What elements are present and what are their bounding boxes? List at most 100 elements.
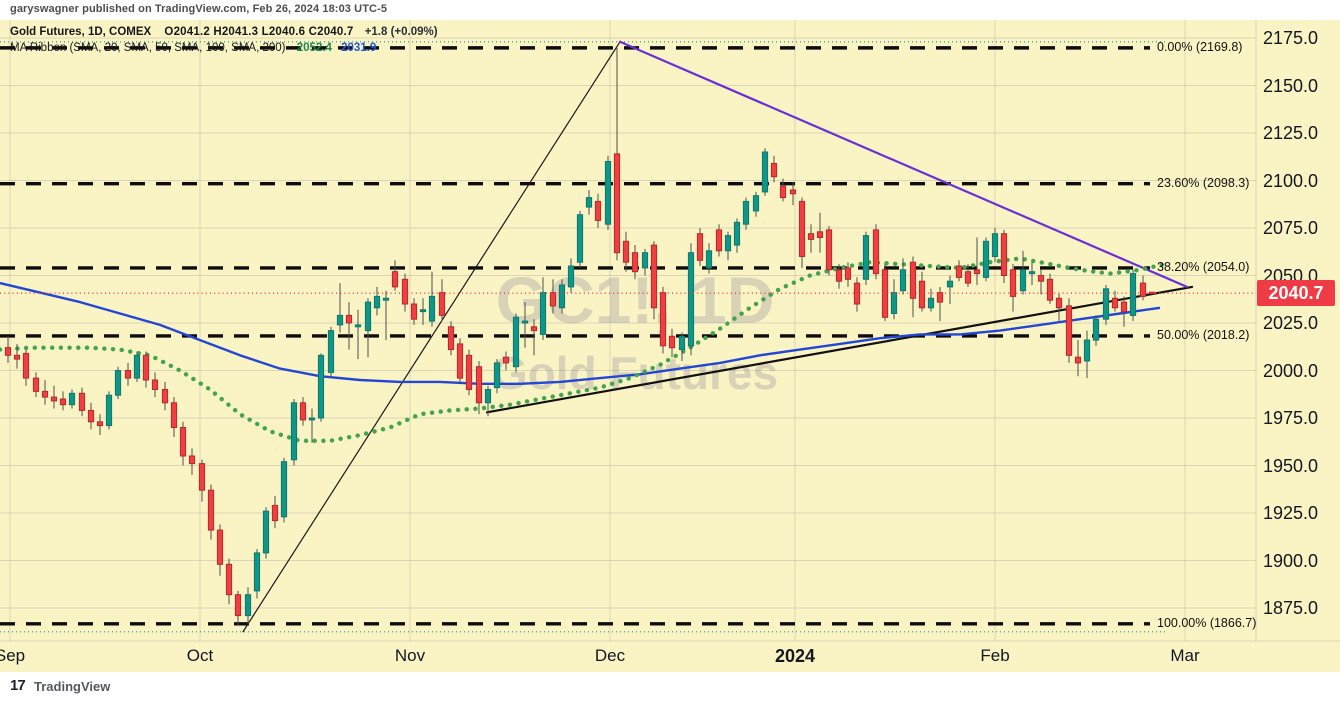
candle-down [622,240,630,263]
candle-up [1083,339,1091,362]
price-axis-label: 2000.0 [1263,360,1319,381]
candle-down [1046,278,1054,301]
candle-up [558,284,566,309]
candle-down [438,292,446,316]
candle-up [1102,288,1110,320]
candle-down [973,269,981,275]
candle-up [521,320,529,324]
symbol-legend[interactable]: Gold Futures, 1D, COMEX O2041.2 H2041.3 … [10,24,438,56]
candle-up [539,292,547,335]
price-axis-label: 2150.0 [1263,75,1319,96]
candle-up [68,392,76,406]
time-axis-label: Oct [186,646,214,665]
candle-up [512,316,520,368]
candle-down [299,402,307,421]
candle-up [133,354,141,379]
candle-down [696,233,704,261]
price-axis-label: 2075.0 [1263,218,1319,238]
ohlc-values: O2041.2 H2041.3 L2040.6 C2040.7 [164,26,354,38]
candle-up [1028,271,1036,275]
candle-down [401,278,409,305]
candle-down [613,153,621,254]
candle-up [244,594,252,617]
candle-up [373,295,381,309]
candle-up [761,151,769,193]
candle-up [1092,318,1100,341]
candle-up [733,221,741,246]
candle-down [198,463,206,491]
candle-down [1000,233,1008,276]
tradingview-logo-icon[interactable]: 17 [10,677,26,694]
candle-up [262,510,270,554]
candle-down [345,314,353,324]
fib-level-label: 100.00% (1866.7) [1157,616,1257,631]
candle-down [1074,356,1082,364]
candle-down [142,354,150,381]
footer-bar: 17 TradingView [0,672,1340,701]
candle-up [742,200,750,225]
candle-down [41,390,49,398]
time-axis-label: 2024 [774,646,816,666]
candle-up [354,324,362,328]
candle-down [78,392,86,411]
chart-canvas[interactable]: GC1!, 1D Gold Futures Gold Futures, 1D, … [0,20,1340,672]
fib-level-label: 23.60% (2098.3) [1157,176,1250,191]
candle-up [280,461,288,518]
price-chart[interactable] [0,20,1340,672]
last-price-label: 2040.7 [1257,280,1335,307]
candle-down [410,303,418,320]
candle-down [872,229,880,275]
candle-down [225,563,233,596]
candle-up [604,161,612,225]
candle-down [631,252,639,273]
tradingview-brand-link[interactable]: TradingView [34,679,111,694]
candle-up [382,297,390,301]
candle-down [502,356,510,364]
price-axis-label: 1875.0 [1263,598,1319,618]
candle-up [290,402,298,461]
candle-down [4,347,12,356]
candle-up [317,354,325,419]
price-axis-label: 2125.0 [1263,123,1319,143]
candle-down [447,326,455,351]
candle-down [22,352,30,379]
candle-up [336,314,344,326]
candle-up [946,280,954,288]
candle-down [1055,297,1063,309]
candle-down [835,269,843,282]
candle-up [1129,273,1137,316]
candle-down [659,292,667,347]
candle-down [170,402,178,428]
candle-down [668,335,676,349]
candle-up [991,233,999,257]
candle-down [50,396,58,402]
candle-down [465,354,473,390]
candle-down [188,455,196,465]
candle-up [862,235,870,280]
candle-down [825,229,833,271]
candle-up [419,309,427,313]
publish-info-bar: garyswagner published on TradingView.com… [0,0,1340,20]
price-axis-label: 1950.0 [1263,455,1319,476]
candle-down [549,292,557,307]
candle-down [59,398,67,406]
candle-up [114,370,122,396]
candle-down [1111,297,1119,309]
candle-up [576,214,584,263]
candle-up [364,301,372,332]
candle-down [456,343,464,379]
candle-up [308,417,316,421]
price-axis-label: 2175.0 [1263,28,1319,48]
ma-ribbon-value-1: 2052.4 [296,42,332,54]
candle-down [96,421,104,427]
ma-ribbon-label[interactable]: MA Ribbon (SMA, 20, SMA, 50, SMA, 100, S… [10,42,286,54]
time-axis-label: Mar [1170,646,1200,665]
candle-up [752,195,760,212]
candle-down [475,366,483,404]
price-axis-label: 2100.0 [1263,170,1319,191]
candle-up [105,394,113,427]
symbol-title[interactable]: Gold Futures, 1D, COMEX [10,26,152,38]
candle-down [936,292,944,303]
fib-level-label: 50.00% (2018.2) [1157,328,1250,343]
candle-up [567,265,575,288]
